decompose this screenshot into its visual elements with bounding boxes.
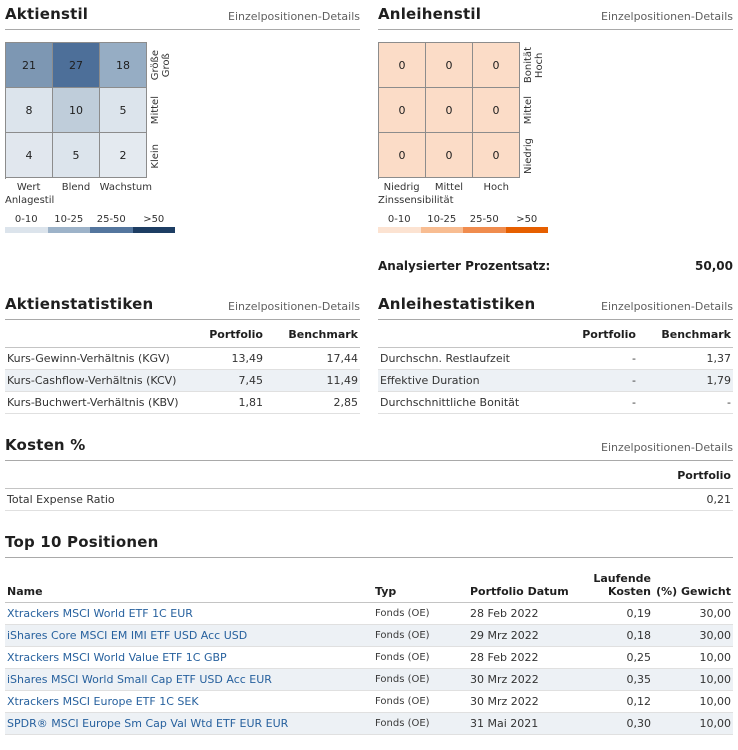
position-name: SPDR® MSCI Europe Sm Cap Val Wtd ETF EUR… [5, 712, 373, 735]
row-axis-label: Größe Groß [150, 49, 172, 80]
column-header-name: Name [5, 568, 373, 603]
bond-style-legend: 0-10 10-25 25-50 >50 [378, 214, 548, 233]
equity-style-title: Aktienstil [5, 5, 89, 23]
style-cell: 0 [379, 88, 426, 133]
bond-stats-section: Anleihestatistiken Einzelpositionen-Deta… [378, 295, 733, 414]
bond-style-title: Anleihenstil [378, 5, 482, 23]
equity-stats-details-link[interactable]: Einzelpositionen-Details [228, 300, 360, 313]
bond-style-grid: 0 0 0 0 0 0 0 0 0 [378, 42, 520, 179]
style-cell: 0 [379, 43, 426, 88]
style-cell: 0 [426, 88, 473, 133]
style-cell: 21 [6, 43, 53, 88]
bond-stats-title: Anleihestatistiken [378, 295, 536, 313]
style-cell: 5 [100, 88, 147, 133]
style-cell: 0 [473, 43, 520, 88]
equity-style-axis-title: Anlagestil [5, 195, 55, 206]
table-row: Xtrackers MSCI World ETF 1C EUR Fonds (O… [5, 602, 733, 625]
equity-stats-section: Aktienstatistiken Einzelpositionen-Detai… [5, 295, 360, 414]
bond-stats-table: Portfolio Benchmark Durchschn. Restlaufz… [378, 320, 733, 414]
column-header [5, 461, 638, 489]
column-header-portfolio: Portfolio [185, 320, 265, 348]
style-cell: 8 [6, 88, 53, 133]
equity-stats-title: Aktienstatistiken [5, 295, 154, 313]
column-header-date: Portfolio Datum [468, 568, 573, 603]
row-label: Mittel [523, 96, 534, 125]
position-name: Xtrackers MSCI World ETF 1C EUR [5, 602, 373, 625]
table-row: Kurs-Cashflow-Verhältnis (KCV) 7,45 11,4… [5, 369, 360, 392]
costs-title: Kosten % [5, 436, 86, 454]
analyzed-percentage-value: 50,00 [695, 259, 733, 273]
column-header-benchmark: Benchmark [638, 320, 733, 348]
equity-style-legend: 0-10 10-25 25-50 >50 [5, 214, 175, 233]
equity-style-grid: 21 27 18 8 10 5 4 5 2 [5, 42, 147, 179]
position-link[interactable]: iShares Core MSCI EM IMI ETF USD Acc USD [7, 629, 248, 642]
style-cell: 18 [100, 43, 147, 88]
position-link[interactable]: SPDR® MSCI Europe Sm Cap Val Wtd ETF EUR… [7, 717, 289, 730]
style-cell: 27 [53, 43, 100, 88]
style-cell: 5 [53, 133, 100, 178]
style-cell: 0 [473, 133, 520, 178]
bond-style-axis-title: Zinssensibilität [378, 195, 454, 206]
bond-style-section: Anleihenstil Einzelpositionen-Details 0 … [378, 5, 733, 273]
column-header-weight: (%) Gewicht [653, 568, 733, 603]
row-axis-label: Bonität Hoch [523, 46, 545, 83]
equity-style-row-labels: Größe Groß Mittel Klein [150, 42, 172, 179]
style-cell: 0 [473, 88, 520, 133]
row-label: Klein [150, 143, 161, 169]
column-header [378, 320, 558, 348]
equity-stats-table: Portfolio Benchmark Kurs-Gewinn-Verhältn… [5, 320, 360, 414]
table-row: Kurs-Gewinn-Verhältnis (KGV) 13,49 17,44 [5, 347, 360, 370]
position-link[interactable]: iShares MSCI World Small Cap ETF USD Acc… [7, 673, 272, 686]
equity-legend-bar [5, 227, 175, 233]
bond-style-details-link[interactable]: Einzelpositionen-Details [601, 10, 733, 23]
equity-style-details-link[interactable]: Einzelpositionen-Details [228, 10, 360, 23]
position-link[interactable]: Xtrackers MSCI World ETF 1C EUR [7, 607, 193, 620]
bond-style-row-labels: Bonität Hoch Mittel Niedrig [523, 42, 545, 179]
style-cell: 0 [379, 133, 426, 178]
table-row: Total Expense Ratio 0,21 [5, 488, 733, 511]
costs-section: Kosten % Einzelpositionen-Details Portfo… [5, 436, 733, 511]
bond-style-col-labels: Niedrig Mittel Hoch [383, 182, 509, 193]
table-row: SPDR® MSCI Europe Sm Cap Val Wtd ETF EUR… [5, 712, 733, 735]
costs-table: Portfolio Total Expense Ratio 0,21 [5, 461, 733, 511]
table-row: Durchschnittliche Bonität - - [378, 391, 733, 414]
bond-legend-bar [378, 227, 548, 233]
style-cell: 0 [426, 43, 473, 88]
position-name: Xtrackers MSCI Europe ETF 1C SEK [5, 690, 373, 713]
column-header-cost: Laufende Kosten [573, 568, 653, 603]
column-header-portfolio: Portfolio [558, 320, 638, 348]
position-link[interactable]: Xtrackers MSCI Europe ETF 1C SEK [7, 695, 199, 708]
equity-style-col-labels: Wert Blend Wachstum [16, 182, 153, 193]
row-label: Mittel [150, 96, 161, 125]
position-name: iShares Core MSCI EM IMI ETF USD Acc USD [5, 624, 373, 647]
style-cell: 10 [53, 88, 100, 133]
column-header-portfolio: Portfolio [638, 461, 733, 489]
top10-title: Top 10 Positionen [5, 533, 159, 551]
position-name: Xtrackers MSCI World Value ETF 1C GBP [5, 646, 373, 669]
table-row: iShares MSCI World Small Cap ETF USD Acc… [5, 668, 733, 691]
style-cell: 2 [100, 133, 147, 178]
column-header-type: Typ [373, 568, 468, 603]
table-row: iShares Core MSCI EM IMI ETF USD Acc USD… [5, 624, 733, 647]
position-name: iShares MSCI World Small Cap ETF USD Acc… [5, 668, 373, 691]
style-cell: 0 [426, 133, 473, 178]
analyzed-percentage-row: Analysierter Prozentsatz: 50,00 [378, 259, 733, 273]
style-cell: 4 [6, 133, 53, 178]
table-row: Xtrackers MSCI Europe ETF 1C SEK Fonds (… [5, 690, 733, 713]
table-row: Kurs-Buchwert-Verhältnis (KBV) 1,81 2,85 [5, 391, 360, 414]
bond-stats-details-link[interactable]: Einzelpositionen-Details [601, 300, 733, 313]
column-header-benchmark: Benchmark [265, 320, 360, 348]
table-row: Xtrackers MSCI World Value ETF 1C GBP Fo… [5, 646, 733, 669]
equity-style-section: Aktienstil Einzelpositionen-Details 21 2… [5, 5, 360, 273]
costs-details-link[interactable]: Einzelpositionen-Details [601, 441, 733, 454]
top10-table: Name Typ Portfolio Datum Laufende Kosten … [5, 568, 733, 735]
table-row: Durchschn. Restlaufzeit - 1,37 [378, 347, 733, 370]
top10-section: Top 10 Positionen Name Typ Portfolio Dat… [5, 533, 733, 735]
table-row: Effektive Duration - 1,79 [378, 369, 733, 392]
row-label: Niedrig [523, 137, 534, 174]
analyzed-percentage-label: Analysierter Prozentsatz: [378, 259, 551, 273]
column-header [5, 320, 185, 348]
position-link[interactable]: Xtrackers MSCI World Value ETF 1C GBP [7, 651, 227, 664]
